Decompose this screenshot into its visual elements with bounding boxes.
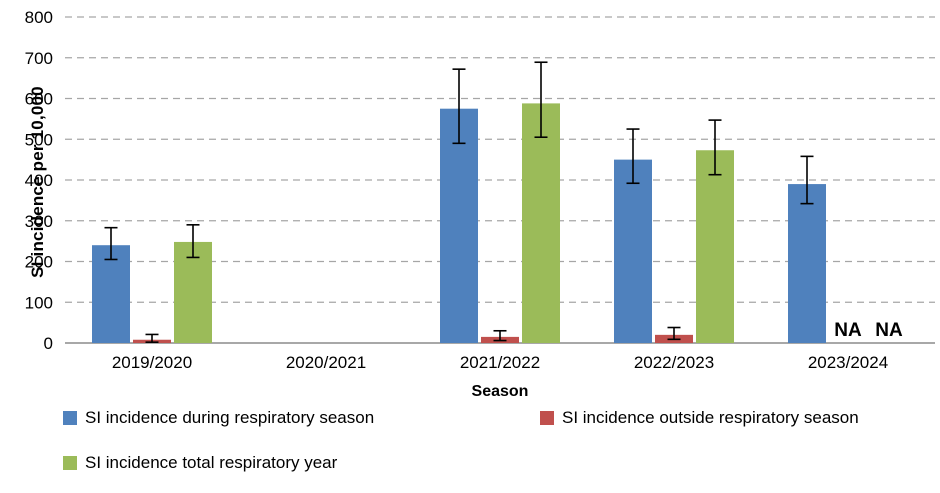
legend-swatch-outside-season-icon — [540, 411, 554, 425]
x-tick-label-2021/2022: 2021/2022 — [460, 353, 540, 372]
legend-label-during-season: SI incidence during respiratory season — [85, 408, 375, 427]
legend-swatch-during-season-icon — [63, 411, 77, 425]
y-tick-label-400: 400 — [25, 171, 53, 190]
x-tick-label-2023/2024: 2023/2024 — [808, 353, 888, 372]
bar-series2-cat3 — [696, 150, 734, 343]
y-tick-label-500: 500 — [25, 130, 53, 149]
legend-label-outside-season: SI incidence outside respiratory season — [562, 408, 859, 427]
legend-swatch-total-year-icon — [63, 456, 77, 470]
legend-label-total-year: SI incidence total respiratory year — [85, 453, 338, 472]
y-tick-label-0: 0 — [44, 334, 53, 353]
x-tick-label-2019/2020: 2019/2020 — [112, 353, 192, 372]
x-tick-label-2020/2021: 2020/2021 — [286, 353, 366, 372]
bar-series2-cat0 — [174, 241, 212, 343]
y-tick-label-100: 100 — [25, 293, 53, 312]
legend-item-outside-season: SI incidence outside respiratory season — [540, 408, 859, 428]
y-tick-label-600: 600 — [25, 90, 53, 109]
x-tick-label-2022/2023: 2022/2023 — [634, 353, 714, 372]
bar-series2-cat2 — [522, 103, 560, 343]
y-tick-label-800: 800 — [25, 8, 53, 27]
bar-series0-cat4 — [788, 184, 826, 343]
plot-area: 0 100 200 300 400 500 600 700 800 2019/2020 2020/2… — [25, 8, 935, 372]
bar-series0-cat0 — [92, 245, 130, 343]
legend-item-during-season: SI incidence during respiratory season — [63, 408, 374, 428]
na-label-series2-cat4: NA — [875, 320, 903, 341]
y-tick-label-700: 700 — [25, 49, 53, 68]
y-tick-label-300: 300 — [25, 212, 53, 231]
bar-series0-cat2 — [440, 108, 478, 343]
y-tick-label-200: 200 — [25, 253, 53, 272]
legend-item-total-year: SI incidence total respiratory year — [63, 453, 337, 473]
na-label-series1-cat4: NA — [834, 320, 862, 341]
bar-series0-cat3 — [614, 159, 652, 343]
x-axis-title: Season — [471, 383, 529, 400]
